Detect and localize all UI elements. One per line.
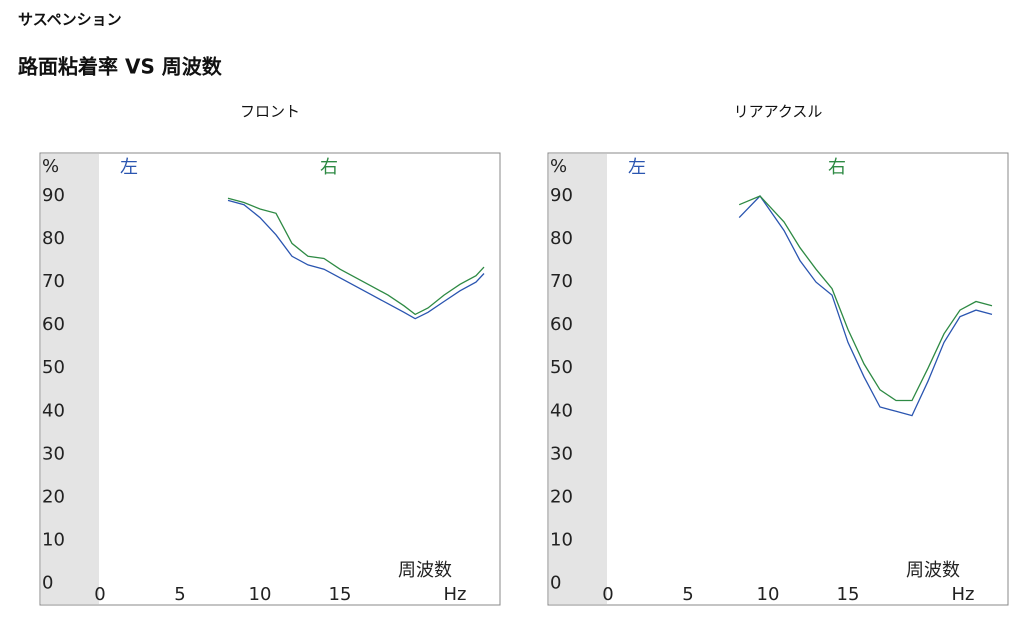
legend-label: 右 [320, 157, 338, 178]
x-axis-label: 周波数 [906, 560, 960, 581]
x-tick-label: 5 [682, 584, 693, 605]
series-line [738, 195, 993, 402]
y-tick-label: 10 [42, 529, 65, 550]
x-tick-label: 15 [329, 584, 352, 605]
y-unit: % [42, 156, 59, 177]
x-axis-label: 周波数 [398, 560, 452, 581]
y-tick-label: 90 [550, 185, 573, 206]
y-tick-label: 50 [42, 357, 65, 378]
y-tick-label: 90 [42, 185, 65, 206]
y-tick-label: 50 [550, 357, 573, 378]
y-axis-band [549, 154, 607, 604]
y-tick-label: 0 [42, 572, 53, 593]
y-tick-label: 60 [42, 314, 65, 335]
y-tick-label: 70 [42, 271, 65, 292]
x-unit: Hz [952, 584, 975, 605]
y-tick-label: 20 [42, 486, 65, 507]
x-tick-label: 15 [837, 584, 860, 605]
x-tick-label: 0 [602, 584, 613, 605]
x-tick-label: 10 [249, 584, 272, 605]
y-tick-label: 80 [42, 228, 65, 249]
y-unit: % [550, 156, 567, 177]
y-tick-label: 40 [550, 400, 573, 421]
page-title: 路面粘着率 VS 周波数 [18, 55, 223, 79]
legend-label: 右 [828, 157, 846, 178]
y-tick-label: 70 [550, 271, 573, 292]
y-tick-label: 40 [42, 400, 65, 421]
x-tick-label: 10 [757, 584, 780, 605]
y-tick-label: 30 [550, 443, 573, 464]
series-line [738, 194, 993, 417]
legend-label: 左 [120, 157, 138, 178]
series-line [227, 197, 485, 316]
x-unit: Hz [444, 584, 467, 605]
page-header: サスペンション [18, 11, 122, 29]
y-tick-label: 80 [550, 228, 573, 249]
chart-title: リアアクスル [734, 103, 823, 121]
x-tick-label: 0 [94, 584, 105, 605]
y-tick-label: 30 [42, 443, 65, 464]
plot-frame [39, 152, 501, 606]
legend-label: 左 [628, 157, 646, 178]
series-line [227, 199, 485, 320]
y-tick-label: 20 [550, 486, 573, 507]
plot-frame [547, 152, 1009, 606]
y-tick-label: 0 [550, 572, 561, 593]
y-axis-band [41, 154, 99, 604]
y-tick-label: 10 [550, 529, 573, 550]
x-tick-label: 5 [174, 584, 185, 605]
chart-title: フロント [240, 103, 300, 121]
y-tick-label: 60 [550, 314, 573, 335]
